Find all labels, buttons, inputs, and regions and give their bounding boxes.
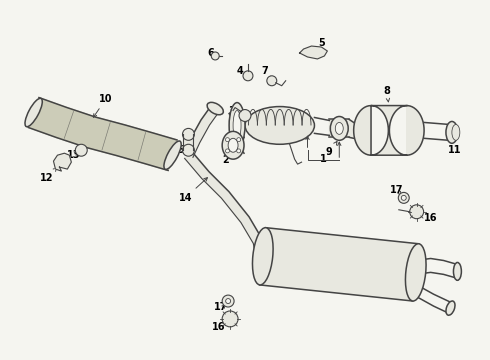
Text: 16: 16: [212, 317, 228, 332]
Ellipse shape: [398, 192, 409, 203]
Polygon shape: [354, 105, 424, 155]
Ellipse shape: [228, 138, 238, 152]
Text: 10: 10: [94, 94, 113, 117]
Ellipse shape: [229, 103, 245, 148]
Ellipse shape: [401, 195, 406, 201]
Text: 9: 9: [326, 141, 337, 157]
Ellipse shape: [207, 102, 223, 115]
Circle shape: [243, 71, 253, 81]
Ellipse shape: [446, 301, 455, 315]
Ellipse shape: [405, 244, 426, 301]
Circle shape: [222, 311, 238, 327]
Text: 6: 6: [207, 48, 217, 58]
Circle shape: [75, 144, 87, 156]
Ellipse shape: [226, 298, 231, 303]
Ellipse shape: [222, 131, 244, 159]
Polygon shape: [229, 113, 244, 153]
Circle shape: [410, 205, 424, 219]
Ellipse shape: [452, 125, 460, 140]
Circle shape: [237, 138, 241, 141]
Polygon shape: [53, 153, 72, 171]
Polygon shape: [185, 152, 267, 262]
Text: 3: 3: [229, 105, 242, 116]
Polygon shape: [329, 120, 349, 137]
Ellipse shape: [252, 228, 273, 285]
Text: 14: 14: [179, 177, 207, 203]
Text: 7: 7: [262, 66, 271, 80]
Polygon shape: [349, 120, 354, 138]
Circle shape: [211, 52, 219, 60]
Text: 17: 17: [214, 302, 227, 312]
Text: 16: 16: [419, 212, 437, 223]
Ellipse shape: [233, 111, 241, 140]
Text: 17: 17: [390, 185, 404, 195]
Ellipse shape: [335, 122, 343, 134]
Text: 5: 5: [314, 38, 325, 53]
Circle shape: [182, 144, 195, 156]
Text: 12: 12: [40, 168, 57, 183]
Polygon shape: [184, 106, 219, 157]
Ellipse shape: [164, 141, 181, 170]
Text: 2: 2: [222, 149, 231, 165]
Ellipse shape: [330, 117, 348, 140]
Ellipse shape: [245, 107, 315, 144]
Text: 11: 11: [448, 136, 461, 155]
Text: 13: 13: [67, 150, 80, 160]
Circle shape: [225, 149, 229, 153]
Ellipse shape: [222, 295, 234, 307]
Circle shape: [237, 149, 241, 153]
Text: 4: 4: [237, 66, 247, 76]
Polygon shape: [28, 98, 177, 170]
Polygon shape: [260, 228, 419, 301]
Ellipse shape: [25, 98, 42, 127]
Circle shape: [182, 129, 195, 140]
Text: 1: 1: [320, 154, 327, 164]
Circle shape: [267, 76, 277, 86]
Circle shape: [239, 109, 251, 121]
Circle shape: [225, 138, 229, 141]
Text: 8: 8: [384, 86, 391, 102]
Polygon shape: [299, 46, 327, 59]
Polygon shape: [183, 134, 194, 150]
Ellipse shape: [446, 121, 458, 143]
Ellipse shape: [453, 262, 462, 280]
Text: 15: 15: [172, 143, 188, 155]
